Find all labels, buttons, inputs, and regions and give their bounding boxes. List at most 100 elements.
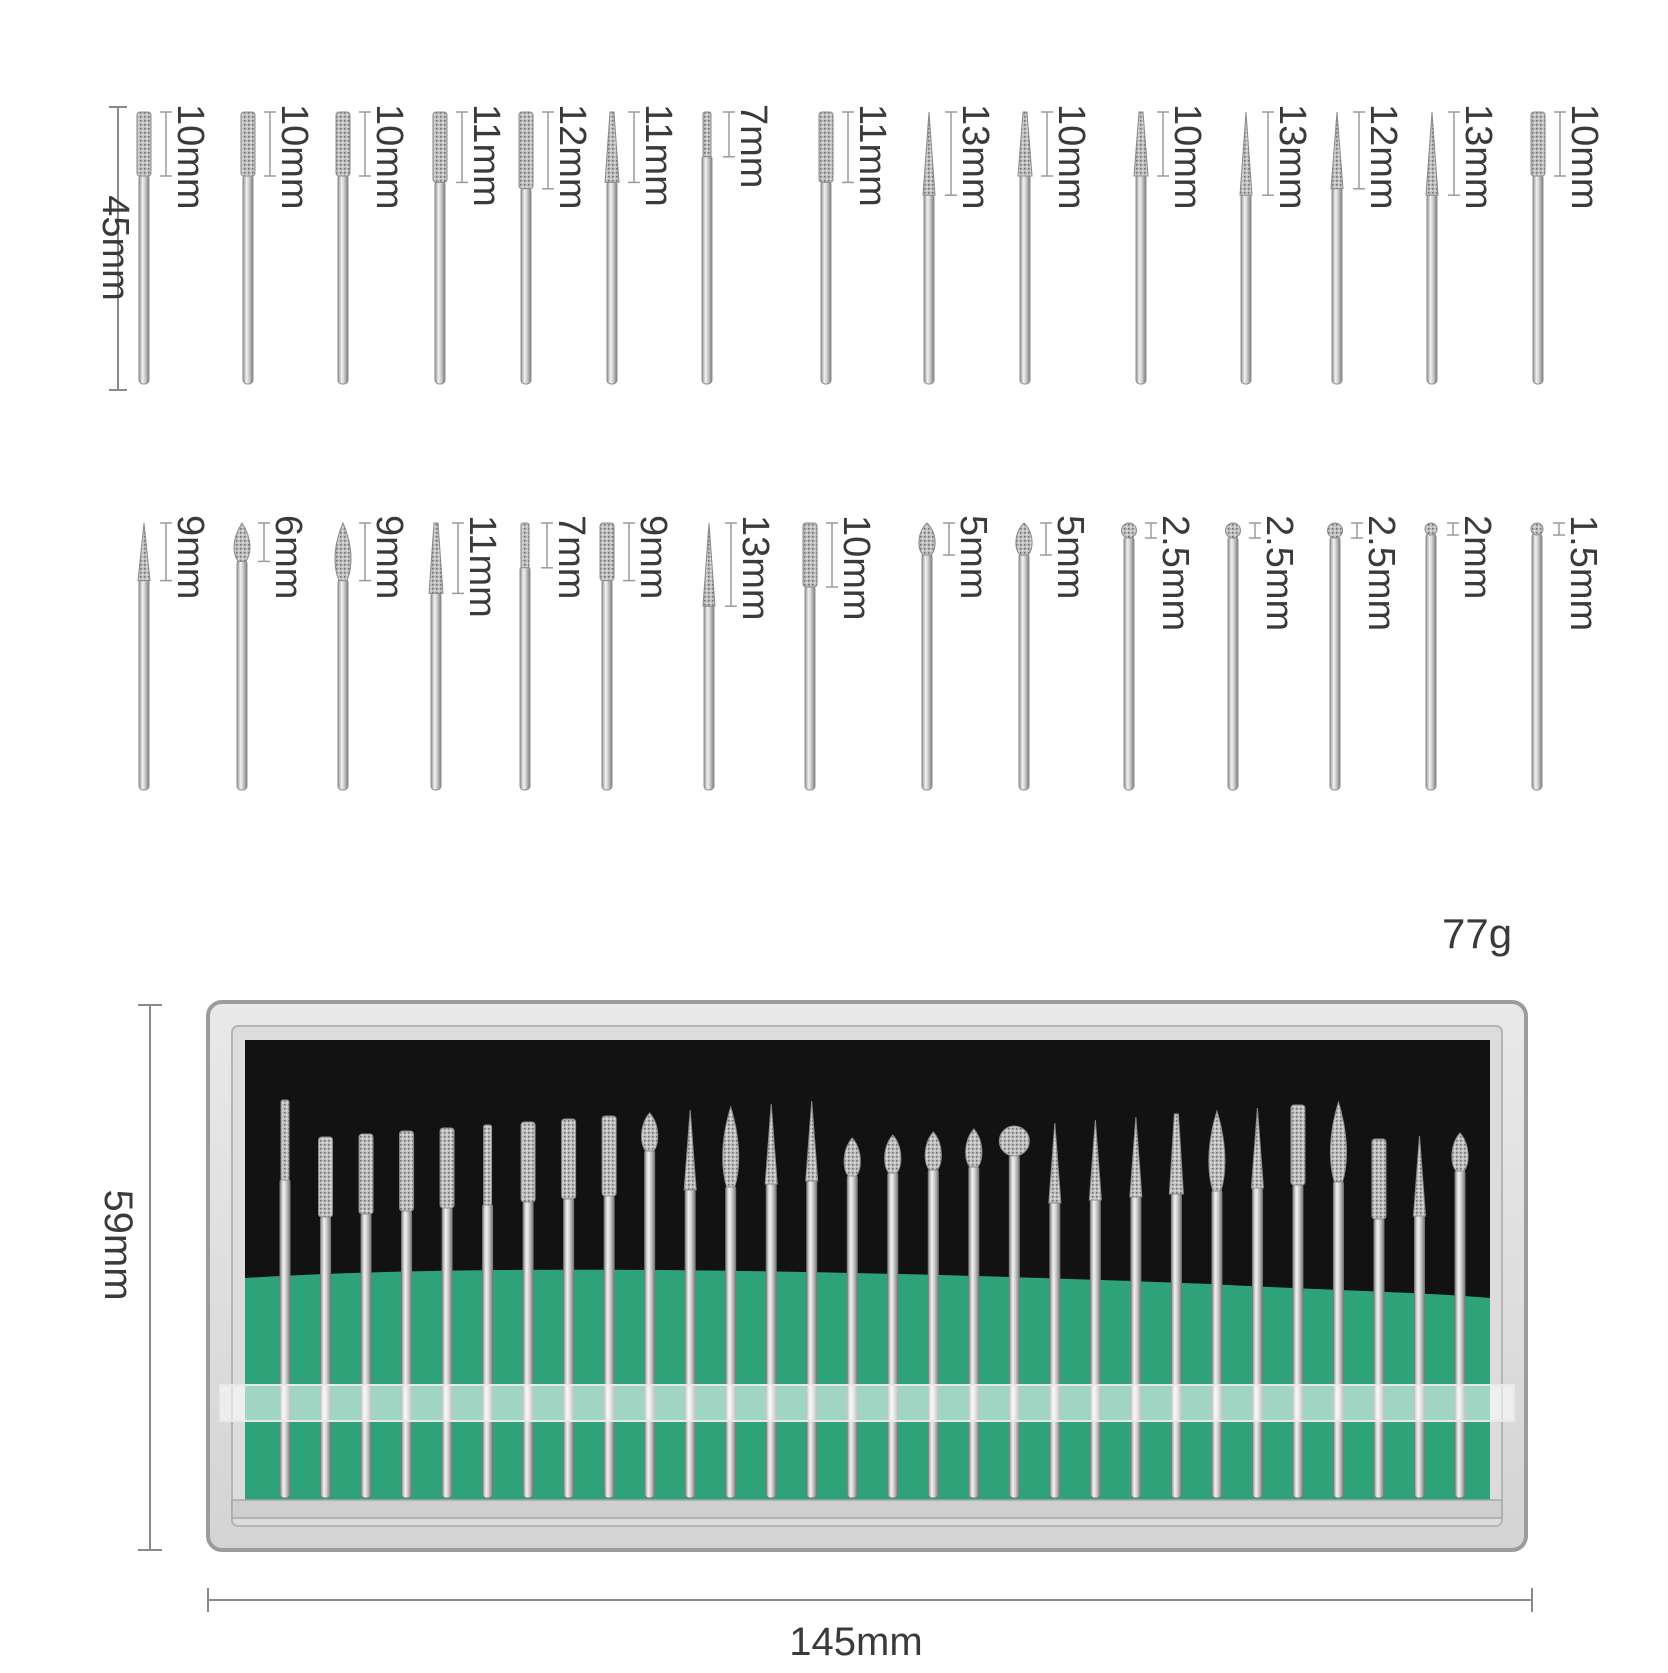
case-bit [1129, 1116, 1143, 1499]
bit-length-label: 2.5mm [1154, 515, 1196, 631]
bit-shank [1531, 532, 1543, 791]
bit-10: 5mm [1015, 515, 1091, 791]
bit-5: 7mm [519, 515, 592, 791]
case-bit [279, 1099, 291, 1499]
bit-head [137, 522, 151, 582]
bit-length-label: 13mm [1457, 104, 1499, 210]
bit-head [335, 111, 351, 177]
bit-dimension-bracket [842, 111, 854, 184]
bit-dimension-bracket [725, 522, 737, 607]
bit-dimension-bracket [1351, 522, 1363, 539]
bit-shank [606, 179, 618, 385]
bit-dimension-bracket [541, 522, 553, 569]
case-bit [482, 1124, 494, 1499]
overall-length-label: 45mm [94, 195, 136, 301]
bit-dimension-bracket [359, 522, 371, 582]
bit-dimension-bracket [160, 522, 172, 582]
bit-dimension-bracket [1040, 522, 1052, 556]
bit-shank [1532, 173, 1544, 385]
case-bit [1168, 1113, 1184, 1499]
bit-shank [519, 565, 531, 791]
bit-10: 10mm [1017, 104, 1092, 385]
bit-length-label: 10mm [368, 104, 410, 210]
bit-head [702, 522, 716, 607]
bit-head [1225, 522, 1241, 539]
bit-length-label: 5mm [952, 515, 994, 599]
bit-shank [138, 173, 150, 385]
case-bit [683, 1109, 697, 1499]
bit-head [1133, 111, 1149, 177]
case-height-label: 59mm [96, 1189, 140, 1300]
bit-head [520, 522, 530, 569]
case-bit [1290, 1104, 1306, 1499]
bit-head [1327, 522, 1343, 539]
bit-length-label: 11mm [851, 104, 893, 207]
case-bit [520, 1121, 536, 1499]
bit-length-label: 10mm [169, 104, 211, 210]
case-bit [318, 1136, 334, 1499]
bit-shank [520, 186, 532, 385]
bit-head [604, 111, 620, 183]
case-retainer-strip [219, 1384, 1515, 1422]
bit-head [1015, 522, 1033, 556]
bit-head [1425, 111, 1439, 196]
bit-shank [601, 578, 613, 791]
bit-head [599, 522, 615, 582]
bit-dimension-bracket [264, 111, 276, 177]
bit-shank [1227, 535, 1239, 791]
case-bit [764, 1103, 778, 1499]
bit-head [922, 111, 936, 196]
bit-head [1530, 111, 1546, 177]
bit-dimension-bracket [723, 111, 735, 158]
bit-shank [337, 173, 349, 385]
bit-length-label: 10mm [1166, 104, 1208, 210]
case-bit [1412, 1135, 1427, 1499]
bit-head [334, 521, 352, 582]
bit-8: 11mm [818, 104, 893, 385]
case-width-label: 145mm [789, 1620, 922, 1664]
case-bit [399, 1130, 415, 1499]
bit-length-label: 12mm [551, 104, 593, 210]
bit-head [233, 522, 251, 562]
bit-2: 10mm [240, 104, 315, 385]
bit-dimension-bracket [160, 111, 172, 177]
bit-4: 11mm [428, 515, 503, 791]
bit-length-label: 11mm [465, 104, 507, 207]
bit-dimension-bracket [258, 522, 270, 563]
bit-shank [1240, 192, 1252, 385]
bit-2: 6mm [233, 515, 309, 791]
bit-shank [820, 179, 832, 385]
bit-head [1530, 522, 1544, 536]
bit-1: 10mm [136, 104, 211, 385]
bit-shank [804, 584, 816, 791]
bit-head [1424, 522, 1438, 536]
bit-head [702, 111, 712, 158]
bit-length-label: 10mm [835, 515, 877, 621]
case-bit [561, 1118, 577, 1499]
bit-head [1330, 111, 1344, 190]
bit-length-label: 13mm [954, 104, 996, 210]
bit-shank [337, 578, 349, 791]
bit-6: 11mm [604, 104, 679, 385]
bit-dimension-bracket [945, 111, 957, 196]
case-bit [1048, 1122, 1062, 1499]
case-bottom-rail [231, 1499, 1503, 1519]
bit-shank [921, 552, 933, 791]
bit-length-label: 9mm [632, 515, 674, 599]
storage-case [206, 1000, 1528, 1552]
bit-shank [236, 558, 248, 791]
bit-length-label: 13mm [734, 515, 776, 621]
bit-shank [701, 154, 713, 385]
bit-length-label: 1.5mm [1562, 515, 1604, 631]
bit-dimension-bracket [1447, 522, 1459, 536]
bit-dimension-bracket [1041, 111, 1053, 177]
bit-11: 10mm [1133, 104, 1208, 385]
bit-shank [1331, 186, 1343, 385]
bit-shank [1425, 532, 1437, 791]
bit-length-label: 10mm [1050, 104, 1092, 210]
bit-9: 13mm [922, 104, 996, 385]
bit-shank [1329, 535, 1341, 791]
bit-1: 9mm [137, 515, 211, 791]
bit-7: 13mm [702, 515, 776, 791]
bit-4: 11mm [432, 104, 507, 385]
